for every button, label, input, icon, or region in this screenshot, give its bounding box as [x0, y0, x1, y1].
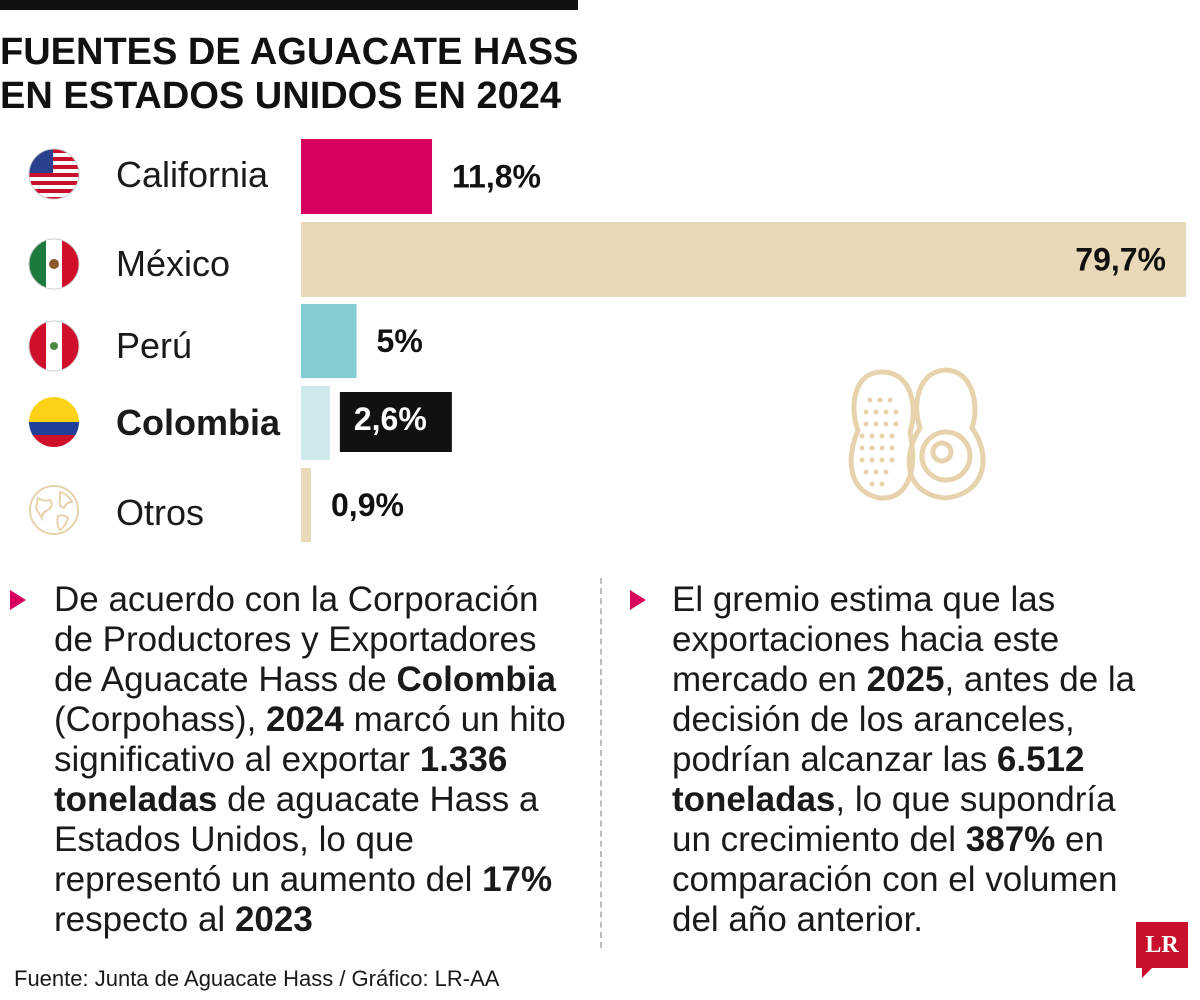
bar-otros	[301, 468, 311, 542]
top-rule	[0, 0, 578, 10]
value-highlight-box	[339, 392, 452, 452]
bullet-marker-right	[630, 590, 646, 610]
bullet-marker-left	[10, 590, 26, 610]
bar-california	[301, 139, 433, 214]
value-label-otros: 0,9%	[331, 487, 404, 523]
avocado-icon	[848, 367, 986, 501]
category-label-peru: Perú	[116, 325, 192, 366]
value-label-california: 11,8%	[452, 159, 541, 195]
globe-icon	[29, 485, 79, 535]
category-label-otros: Otros	[116, 492, 204, 533]
bar-peru	[301, 304, 357, 378]
source-note: Fuente: Junta de Aguacate Hass / Gráfico…	[14, 966, 500, 991]
value-label-peru: 5%	[377, 323, 423, 359]
title-line-1: FUENTES DE AGUACATE HASS	[0, 31, 579, 73]
paragraph-right: El gremio estima que las exportaciones h…	[672, 580, 1136, 939]
lr-logo: LR	[1136, 922, 1188, 978]
value-label-colombia: 2,6%	[354, 401, 427, 437]
peru-flag-icon	[28, 320, 80, 372]
column-divider	[600, 578, 602, 948]
logo-text: LR	[1136, 922, 1188, 968]
category-label-colombia: Colombia	[116, 402, 281, 443]
category-label-mexico: México	[116, 243, 230, 284]
value-label-mexico: 79,7%	[1075, 242, 1166, 278]
bar-colombia	[301, 386, 330, 460]
bar-chart: California México Perú Colombia Otros 11…	[28, 139, 1186, 542]
paragraph-left: De acuerdo con la Corporación de Product…	[54, 580, 566, 939]
chart-title: FUENTES DE AGUACATE HASS EN ESTADOS UNID…	[0, 30, 600, 118]
category-label-california: California	[116, 154, 269, 195]
colombia-flag-icon	[29, 397, 79, 447]
mexico-flag-icon	[28, 238, 80, 290]
bar-mexico	[301, 222, 1186, 297]
us-flag-icon	[28, 148, 80, 200]
title-line-2: EN ESTADOS UNIDOS EN 2024	[0, 75, 562, 117]
